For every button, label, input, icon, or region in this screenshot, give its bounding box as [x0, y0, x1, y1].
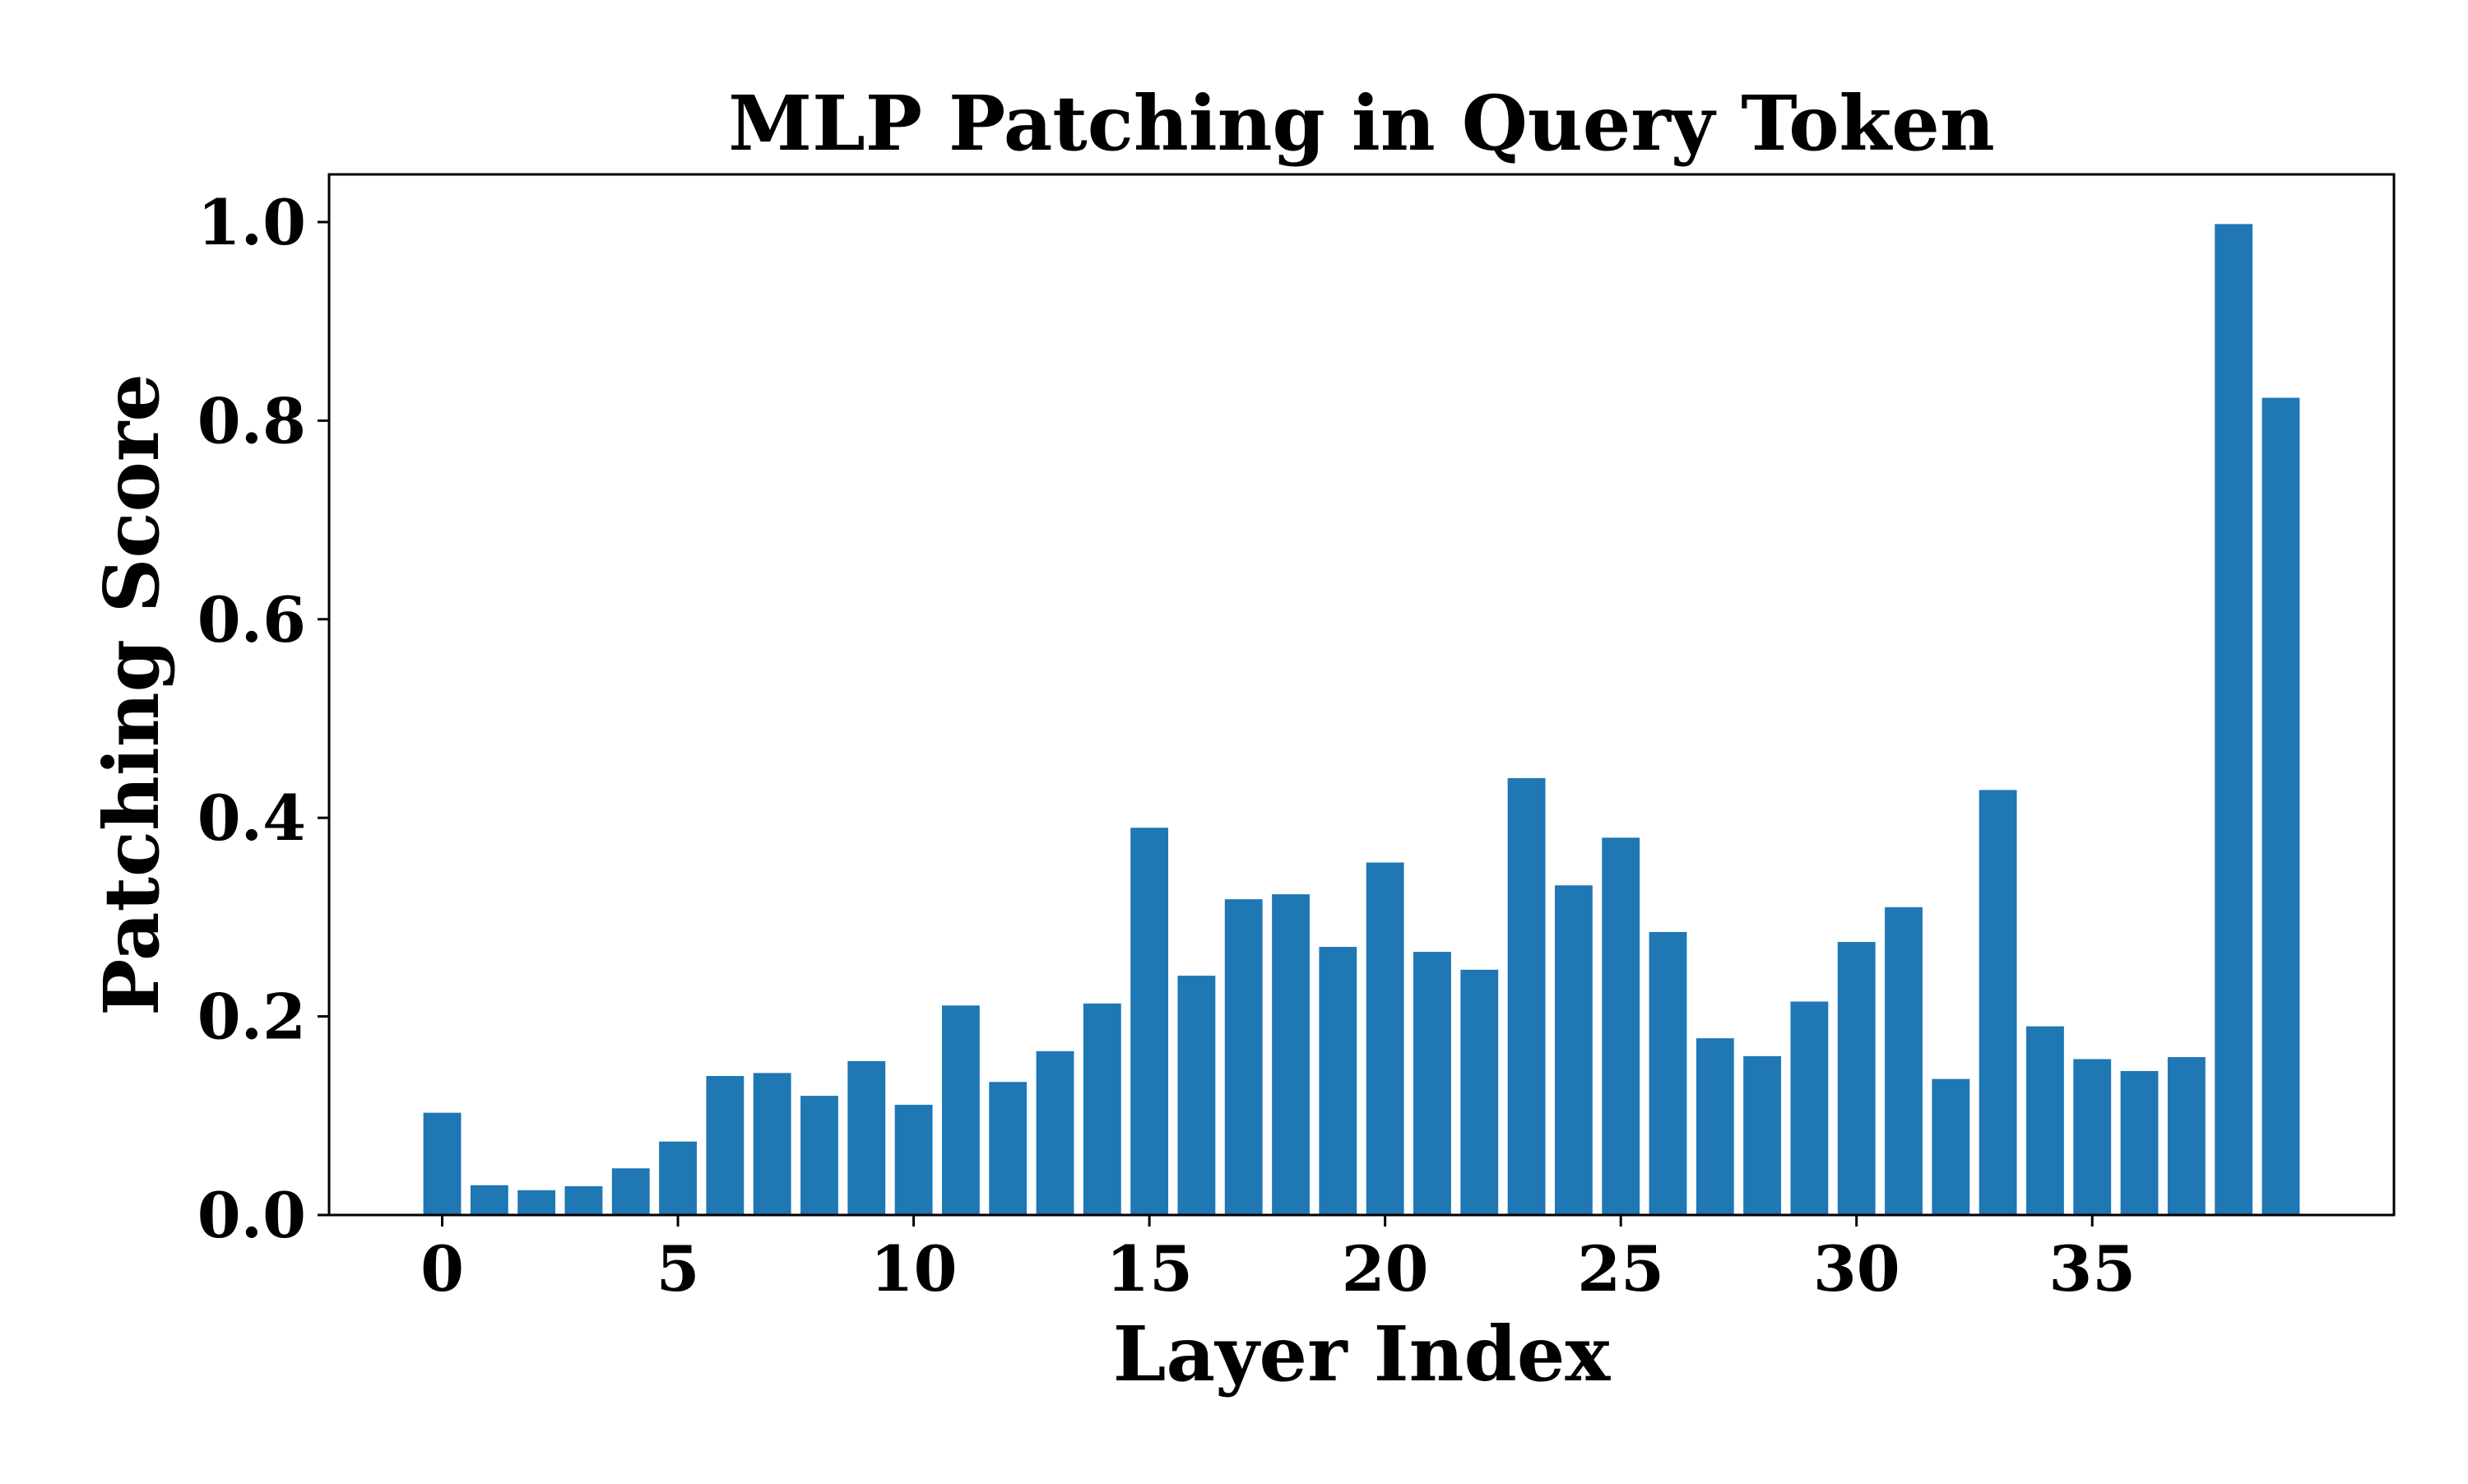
bars-group: [423, 224, 2300, 1216]
bar-layer-27: [1696, 1038, 1734, 1215]
bar-layer-37: [2167, 1057, 2206, 1215]
bar-layer-31: [1885, 907, 1923, 1215]
bar-layer-2: [517, 1190, 556, 1215]
x-tick-label: 20: [1342, 1232, 1429, 1305]
chart-title: MLP Patching in Query Token: [728, 79, 1994, 168]
bar-layer-0: [423, 1112, 462, 1215]
bar-layer-16: [1177, 976, 1216, 1215]
bar-layer-8: [800, 1096, 838, 1215]
bar-layer-14: [1083, 1003, 1121, 1215]
x-tick-label: 5: [656, 1232, 700, 1305]
bar-layer-11: [941, 1005, 980, 1215]
bar-layer-33: [1979, 790, 2017, 1215]
bar-layer-17: [1224, 899, 1263, 1215]
bar-layer-9: [847, 1060, 886, 1215]
y-tick-label: 0.8: [197, 384, 306, 457]
bar-layer-4: [611, 1168, 650, 1215]
y-tick-label: 0.4: [197, 781, 306, 855]
bar-layer-29: [1790, 1001, 1829, 1215]
plot-frame: [327, 173, 2396, 1217]
x-tick-label: 10: [870, 1232, 958, 1305]
y-tick-label: 0.0: [197, 1179, 306, 1252]
bar-layer-32: [1932, 1078, 1970, 1215]
bar-layer-28: [1743, 1055, 1782, 1215]
bar-layer-19: [1319, 947, 1357, 1215]
bar-layer-15: [1130, 828, 1169, 1215]
x-tick-label: 15: [1106, 1232, 1193, 1305]
bar-layer-10: [894, 1105, 933, 1215]
bar-layer-12: [989, 1082, 1028, 1215]
y-tick-label: 0.2: [197, 981, 306, 1054]
bar-layer-24: [1554, 885, 1593, 1215]
y-axis-label: Patching Score: [87, 373, 176, 1016]
bar-layer-5: [659, 1141, 697, 1215]
bar-layer-39: [2262, 397, 2300, 1215]
bar-layer-13: [1036, 1050, 1074, 1215]
y-axis-ticks: 0.0 0.2 0.4 0.6 0.8 1.0: [197, 186, 329, 1252]
bar-layer-18: [1272, 894, 1310, 1215]
bar-layer-3: [564, 1185, 603, 1215]
x-axis-ticks: 0 5 10 15 20 25 30 35: [420, 1215, 2136, 1305]
bar-layer-1: [470, 1185, 508, 1215]
bar-layer-34: [2026, 1026, 2064, 1215]
x-axis-label: Layer Index: [1113, 1310, 1612, 1398]
bar-layer-35: [2073, 1059, 2112, 1215]
bar-layer-25: [1602, 837, 1640, 1215]
x-tick-label: 30: [1813, 1232, 1900, 1305]
bar-layer-20: [1366, 862, 1404, 1215]
bar-layer-30: [1837, 942, 1876, 1215]
x-tick-label: 0: [420, 1232, 464, 1305]
y-tick-label: 1.0: [197, 186, 306, 259]
x-tick-label: 35: [2048, 1232, 2136, 1305]
y-tick-label: 0.6: [197, 583, 306, 656]
bar-layer-23: [1507, 777, 1546, 1215]
x-tick-label: 25: [1577, 1232, 1664, 1305]
bar-layer-7: [753, 1073, 791, 1215]
bar-layer-36: [2120, 1070, 2159, 1215]
bar-layer-22: [1460, 969, 1499, 1215]
bar-layer-38: [2215, 224, 2253, 1216]
bar-layer-21: [1413, 952, 1451, 1215]
bar-layer-6: [706, 1076, 745, 1215]
bar-layer-26: [1649, 931, 1687, 1215]
